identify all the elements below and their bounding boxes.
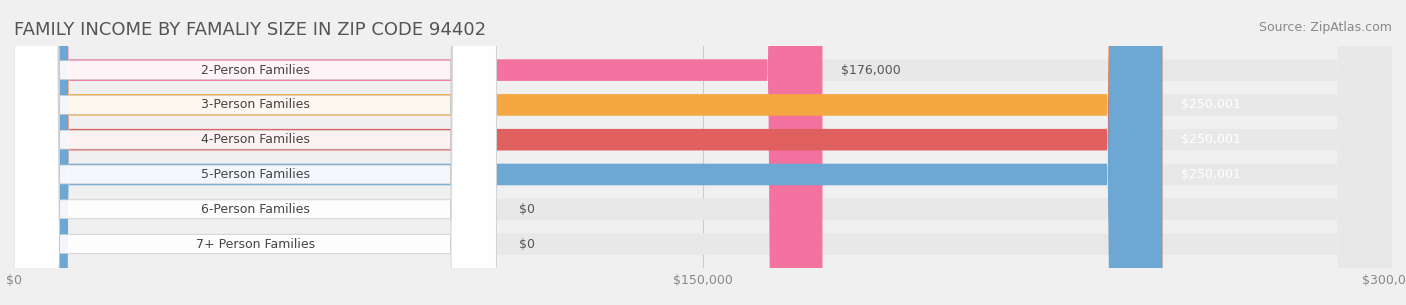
FancyBboxPatch shape	[14, 0, 496, 305]
FancyBboxPatch shape	[14, 0, 496, 305]
FancyBboxPatch shape	[14, 0, 1392, 305]
FancyBboxPatch shape	[14, 0, 496, 305]
Text: $250,001: $250,001	[1181, 133, 1240, 146]
FancyBboxPatch shape	[14, 0, 1392, 305]
FancyBboxPatch shape	[14, 0, 1392, 305]
FancyBboxPatch shape	[14, 0, 496, 305]
Text: 2-Person Families: 2-Person Families	[201, 64, 309, 77]
FancyBboxPatch shape	[14, 0, 1163, 305]
FancyBboxPatch shape	[14, 0, 1163, 305]
Text: Source: ZipAtlas.com: Source: ZipAtlas.com	[1258, 21, 1392, 34]
Text: $250,001: $250,001	[1181, 168, 1240, 181]
Text: 7+ Person Families: 7+ Person Families	[195, 238, 315, 250]
Text: FAMILY INCOME BY FAMALIY SIZE IN ZIP CODE 94402: FAMILY INCOME BY FAMALIY SIZE IN ZIP COD…	[14, 21, 486, 39]
Text: 5-Person Families: 5-Person Families	[201, 168, 309, 181]
FancyBboxPatch shape	[14, 0, 1392, 305]
FancyBboxPatch shape	[14, 0, 823, 305]
Text: $0: $0	[519, 238, 536, 250]
FancyBboxPatch shape	[14, 0, 496, 305]
Text: 6-Person Families: 6-Person Families	[201, 203, 309, 216]
FancyBboxPatch shape	[14, 0, 1392, 305]
Text: 3-Person Families: 3-Person Families	[201, 99, 309, 111]
FancyBboxPatch shape	[14, 0, 496, 305]
Text: 4-Person Families: 4-Person Families	[201, 133, 309, 146]
Text: $0: $0	[519, 203, 536, 216]
FancyBboxPatch shape	[14, 0, 1163, 305]
Text: $176,000: $176,000	[841, 64, 900, 77]
Text: $250,001: $250,001	[1181, 99, 1240, 111]
FancyBboxPatch shape	[14, 0, 1392, 305]
